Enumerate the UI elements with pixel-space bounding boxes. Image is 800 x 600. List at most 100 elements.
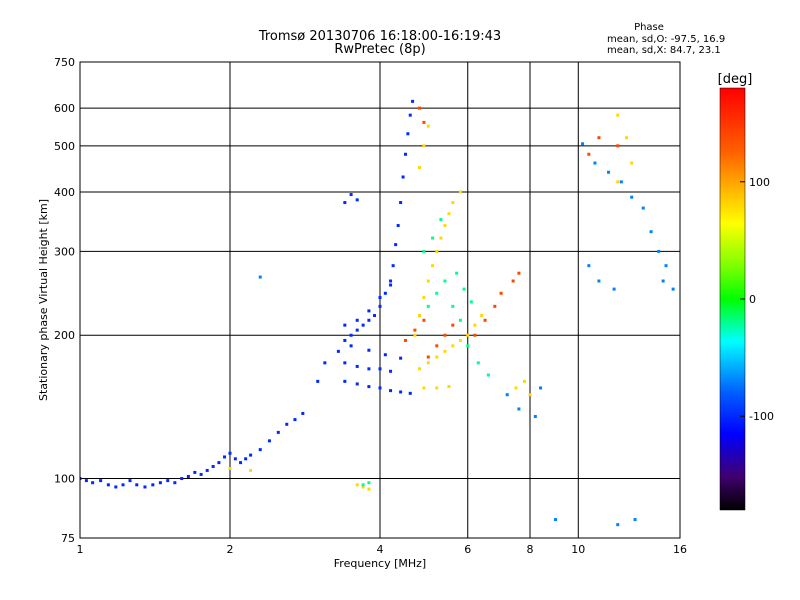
data-point bbox=[480, 314, 484, 318]
y-tick-label: 500 bbox=[54, 140, 75, 153]
data-point bbox=[616, 180, 620, 184]
data-point bbox=[389, 389, 393, 393]
data-point bbox=[458, 338, 462, 342]
data-point bbox=[517, 407, 521, 411]
phase-info-title: Phase bbox=[634, 22, 664, 33]
colorbar-tick-label: 0 bbox=[749, 293, 756, 306]
data-point bbox=[367, 481, 371, 485]
data-point bbox=[422, 318, 426, 322]
data-point bbox=[505, 393, 509, 397]
data-point bbox=[378, 386, 382, 390]
data-point bbox=[267, 439, 271, 443]
data-point bbox=[466, 344, 470, 348]
x-tick-label: 2 bbox=[227, 543, 234, 556]
data-point bbox=[355, 364, 359, 368]
data-point bbox=[408, 391, 412, 395]
data-point bbox=[349, 193, 353, 197]
data-point bbox=[447, 212, 451, 216]
data-point bbox=[511, 279, 515, 283]
data-point bbox=[373, 314, 377, 318]
data-point bbox=[99, 479, 103, 483]
data-point bbox=[435, 249, 439, 253]
data-point bbox=[193, 470, 197, 474]
data-point bbox=[451, 304, 455, 308]
data-point bbox=[173, 481, 177, 485]
data-point bbox=[466, 333, 470, 337]
data-point bbox=[426, 355, 430, 359]
data-point bbox=[343, 338, 347, 342]
y-tick-label: 300 bbox=[54, 245, 75, 258]
data-point bbox=[451, 323, 455, 327]
data-point bbox=[361, 483, 365, 487]
data-point bbox=[417, 314, 421, 318]
data-point bbox=[483, 318, 487, 322]
data-point bbox=[361, 485, 365, 489]
data-point bbox=[323, 361, 327, 365]
data-point bbox=[378, 367, 382, 371]
phase-info-o: mean, sd,O: -97.5, 16.9 bbox=[607, 34, 725, 45]
data-point bbox=[630, 195, 634, 199]
colorbar-label: [deg] bbox=[718, 72, 753, 87]
data-point bbox=[389, 279, 393, 283]
data-point bbox=[493, 304, 497, 308]
data-point bbox=[630, 161, 634, 165]
data-point bbox=[355, 198, 359, 202]
x-tick-label: 6 bbox=[464, 543, 471, 556]
data-point bbox=[451, 344, 455, 348]
data-point bbox=[587, 264, 591, 268]
data-point bbox=[166, 479, 170, 483]
data-point bbox=[367, 348, 371, 352]
data-point bbox=[228, 466, 232, 470]
data-point bbox=[443, 349, 447, 353]
colorbar-tick-label: 100 bbox=[749, 176, 770, 189]
data-point bbox=[343, 201, 347, 205]
data-point bbox=[391, 264, 395, 268]
data-point bbox=[135, 483, 139, 487]
data-point bbox=[625, 136, 629, 140]
data-point bbox=[355, 328, 359, 332]
data-point bbox=[355, 382, 359, 386]
data-point bbox=[671, 287, 675, 291]
data-point bbox=[431, 264, 435, 268]
data-point bbox=[143, 485, 147, 489]
data-point bbox=[473, 333, 477, 337]
data-point bbox=[451, 201, 455, 205]
data-point bbox=[426, 279, 430, 283]
data-point bbox=[413, 333, 417, 337]
data-point bbox=[435, 355, 439, 359]
data-point bbox=[349, 344, 353, 348]
data-point bbox=[616, 113, 620, 117]
data-point bbox=[435, 291, 439, 295]
data-point bbox=[361, 323, 365, 327]
phase-info-x: mean, sd,X: 84.7, 23.1 bbox=[607, 45, 721, 56]
data-point bbox=[228, 451, 232, 455]
data-point bbox=[597, 279, 601, 283]
y-tick-label: 750 bbox=[54, 56, 75, 69]
data-point bbox=[426, 304, 430, 308]
data-point bbox=[276, 430, 280, 434]
y-tick-label: 600 bbox=[54, 102, 75, 115]
data-point bbox=[476, 361, 480, 365]
data-point bbox=[367, 367, 371, 371]
data-point bbox=[431, 236, 435, 240]
data-point bbox=[458, 318, 462, 322]
data-point bbox=[249, 453, 253, 457]
data-point bbox=[180, 477, 184, 481]
data-point bbox=[233, 457, 237, 461]
data-point bbox=[258, 275, 262, 279]
data-point bbox=[217, 461, 221, 465]
data-point bbox=[343, 361, 347, 365]
y-axis-label: Stationary phase Virtual Height [km] bbox=[37, 199, 50, 401]
data-point bbox=[616, 144, 620, 148]
data-point bbox=[285, 422, 289, 426]
x-axis-label: Frequency [MHz] bbox=[334, 557, 426, 570]
data-point bbox=[367, 487, 371, 491]
data-point bbox=[378, 304, 382, 308]
data-point bbox=[355, 318, 359, 322]
data-point bbox=[399, 356, 403, 360]
data-point bbox=[619, 180, 623, 184]
data-point bbox=[367, 385, 371, 389]
x-tick-label: 16 bbox=[673, 543, 687, 556]
data-point bbox=[316, 379, 320, 383]
data-point bbox=[633, 518, 637, 522]
